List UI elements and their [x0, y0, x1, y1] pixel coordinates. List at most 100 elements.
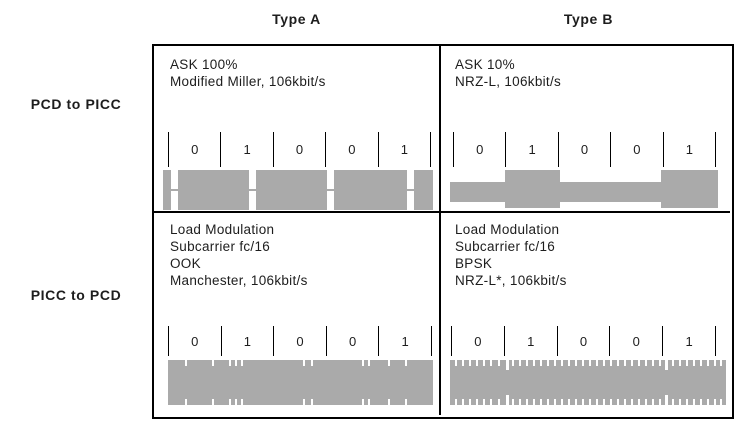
bit-label: 0: [273, 326, 326, 356]
cell-type-b-pcd-to-picc: ASK 10% NRZ-L, 106kbit/s 0 1 0 0 1: [441, 46, 730, 213]
subcarrier-notch: [506, 360, 509, 370]
bit-label: 0: [451, 326, 504, 356]
row-label-pcd-to-picc: PCD to PICC: [30, 96, 122, 112]
subcarrier-notch: [362, 399, 364, 405]
subcarrier-notch: [533, 360, 535, 366]
waveform-modified-miller: [163, 170, 433, 210]
waveform-nrz-ask10: [450, 170, 718, 208]
subcarrier-notch: [368, 360, 370, 366]
subcarrier-notch: [720, 360, 722, 366]
subcarrier-notch: [462, 360, 464, 366]
subcarrier-notch: [229, 399, 231, 405]
cell-description: ASK 100% Modified Miller, 106kbit/s: [170, 56, 326, 90]
coding-line: Manchester, 106kbit/s: [170, 273, 308, 288]
subcarrier-notch: [582, 399, 584, 405]
subcarrier-notch: [665, 395, 668, 405]
carrier-zero-line: [249, 189, 256, 191]
subcarrier-notch: [311, 360, 313, 366]
subcarrier-notch: [185, 360, 187, 366]
column-header-type-b: Type B: [563, 11, 614, 27]
cell-description: Load Modulation Subcarrier fc/16 BPSK NR…: [455, 221, 567, 289]
subcarrier-notch: [686, 399, 688, 405]
carrier-pause: [407, 170, 414, 210]
coding-line: NRZ-L, 106kbit/s: [455, 74, 562, 89]
cell-type-b-picc-to-pcd: Load Modulation Subcarrier fc/16 BPSK NR…: [441, 213, 730, 415]
subcarrier-notch: [603, 360, 605, 366]
bit-label: 0: [168, 132, 220, 167]
cell-description: ASK 10% NRZ-L, 106kbit/s: [455, 56, 561, 90]
subcarrier-notch: [512, 399, 514, 405]
column-header-type-a: Type A: [272, 11, 321, 27]
cell-type-a-picc-to-pcd: Load Modulation Subcarrier fc/16 OOK Man…: [154, 213, 441, 415]
bit-sequence: 0 1 0 0 1: [168, 326, 432, 356]
subcarrier-notch: [533, 399, 535, 405]
modulation-line: ASK 100%: [170, 57, 238, 72]
subcarrier-notch: [526, 360, 528, 366]
bit-label: 1: [220, 326, 274, 356]
subcarrier-notch: [212, 360, 214, 366]
subcarrier-notch: [368, 399, 370, 405]
waveform-manchester-ook: [168, 360, 433, 405]
subcarrier-notch: [303, 399, 305, 405]
subcarrier-notch: [455, 399, 457, 405]
bit-label: 1: [662, 326, 716, 356]
modulation-line: Load Modulation: [455, 222, 560, 237]
subcarrier-notch: [631, 399, 633, 405]
subcarrier-notch: [498, 360, 500, 366]
subcarrier-notch: [405, 360, 407, 366]
subcarrier-notch: [589, 399, 591, 405]
subcarrier-notch: [568, 360, 570, 366]
waveform-bpsk-nrz: [450, 360, 726, 405]
coding-line: Modified Miller, 106kbit/s: [170, 74, 326, 89]
subcarrier-notch: [469, 360, 471, 366]
subcarrier-notch: [512, 360, 514, 366]
modulation-line: Load Modulation: [170, 222, 275, 237]
subcarrier-notch: [568, 399, 570, 405]
subcarrier-notch: [506, 395, 509, 405]
subcarrier-notch: [582, 360, 584, 366]
subcarrier-notch: [700, 360, 702, 366]
subcarrier-notch: [561, 360, 563, 366]
high-amplitude-block: [661, 170, 718, 208]
bit-label: 1: [220, 132, 272, 167]
subcarrier-notch: [540, 360, 542, 366]
carrier-pause: [171, 170, 178, 210]
carrier-pause: [327, 170, 334, 210]
subcarrier-notch: [624, 360, 626, 366]
subcarrier-notch: [388, 399, 390, 405]
subcarrier-notch: [519, 399, 521, 405]
subcarrier-notch: [645, 399, 647, 405]
subcarrier-notch: [672, 360, 674, 366]
subcarrier-notch: [638, 399, 640, 405]
subcarrier-notch: [229, 360, 231, 366]
subcarrier-notch: [672, 399, 674, 405]
keying-line: BPSK: [455, 256, 493, 271]
bit-label: 0: [325, 132, 377, 167]
subcarrier-notch: [659, 399, 661, 405]
subcarrier-notch: [405, 399, 407, 405]
subcarrier-line: Subcarrier fc/16: [455, 239, 556, 254]
modulation-line: ASK 10%: [455, 57, 515, 72]
subcarrier-notch: [490, 360, 492, 366]
subcarrier-notch: [476, 360, 478, 366]
keying-line: OOK: [170, 256, 201, 271]
subcarrier-notch: [707, 399, 709, 405]
cell-description: Load Modulation Subcarrier fc/16 OOK Man…: [170, 221, 308, 289]
subcarrier-notch: [714, 399, 716, 405]
subcarrier-notch: [540, 399, 542, 405]
subcarrier-notch: [554, 399, 556, 405]
subcarrier-notch: [652, 360, 654, 366]
cell-type-a-pcd-to-picc: ASK 100% Modified Miller, 106kbit/s 0 1 …: [154, 46, 441, 213]
bit-sequence: 0 1 0 0 1: [168, 132, 432, 167]
subcarrier-notch: [185, 399, 187, 405]
subcarrier-notch: [589, 360, 591, 366]
subcarrier-notch: [455, 360, 457, 366]
bit-label: 0: [609, 326, 662, 356]
subcarrier-notch: [519, 360, 521, 366]
subcarrier-notch: [235, 360, 237, 366]
subcarrier-notch: [610, 360, 612, 366]
bit-sequence: 0 1 0 0 1: [451, 326, 716, 356]
bit-sequence: 0 1 0 0 1: [453, 132, 717, 167]
subcarrier-notch: [241, 399, 243, 405]
subcarrier-notch: [645, 360, 647, 366]
